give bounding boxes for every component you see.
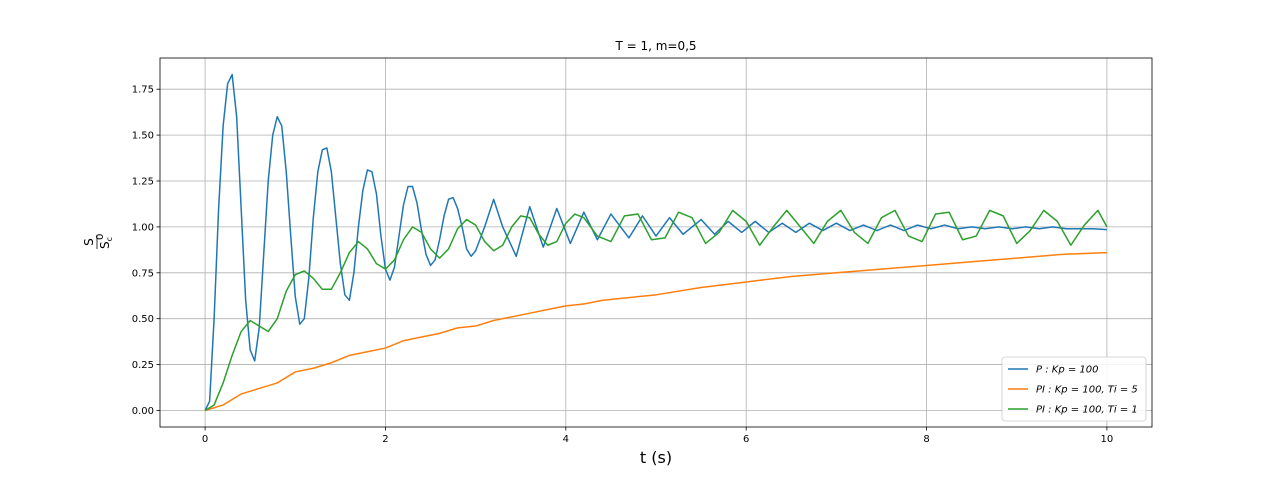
x-axis-label: t (s) <box>640 448 672 467</box>
legend-box <box>1001 356 1147 422</box>
x-tick-label: 0 <box>202 434 208 445</box>
y-tick-label: 1.75 <box>132 85 154 96</box>
y-tick-label: 1.50 <box>132 131 154 142</box>
x-tick-label: 2 <box>382 434 388 445</box>
y-tick-label: 0.75 <box>132 268 154 279</box>
legend-label-2: PI : Kp = 100, Ti = 1 <box>1036 405 1138 416</box>
chart-title: T = 1, m=0,5 <box>614 39 696 53</box>
x-tick-label: 4 <box>563 434 569 445</box>
series-layer <box>204 73 1108 412</box>
y-tick-label: 1.00 <box>132 222 154 233</box>
x-tick-label: 10 <box>1101 434 1114 445</box>
x-tick-label: 6 <box>743 434 749 445</box>
series-line-1 <box>204 251 1107 412</box>
y-axis-label-denominator-sub: c <box>105 237 114 241</box>
y-tick-label: 1.25 <box>132 177 154 188</box>
x-tick-label: 8 <box>923 434 929 445</box>
y-tick-label: 0.50 <box>132 314 154 325</box>
plot-frame <box>159 57 1153 428</box>
ticks: 0 2 4 6 8 10 0.00 0.25 0.50 0.75 1.00 1.25 1.50 1.75 <box>132 85 1114 445</box>
y-tick-label: 0.25 <box>132 360 154 371</box>
series-line-0 <box>204 73 1107 411</box>
y-axis-label-denominator: Sc <box>98 237 114 249</box>
legend-label-1: PI : Kp = 100, Ti = 5 <box>1036 385 1138 396</box>
legend: P : Kp = 100 PI : Kp = 100, Ti = 5 PI : Kp… <box>1001 356 1147 422</box>
y-axis-label-numerator: S <box>82 238 96 246</box>
y-tick-label: 0.00 <box>132 406 154 417</box>
series-line-2 <box>204 209 1108 412</box>
y-axis-label: S Sc 0 <box>82 234 114 249</box>
legend-label-0: P : Kp = 100 <box>1036 365 1099 376</box>
y-axis-label-denominator-base: S <box>98 241 112 249</box>
y-axis-label-superscript: 0 <box>95 234 106 240</box>
